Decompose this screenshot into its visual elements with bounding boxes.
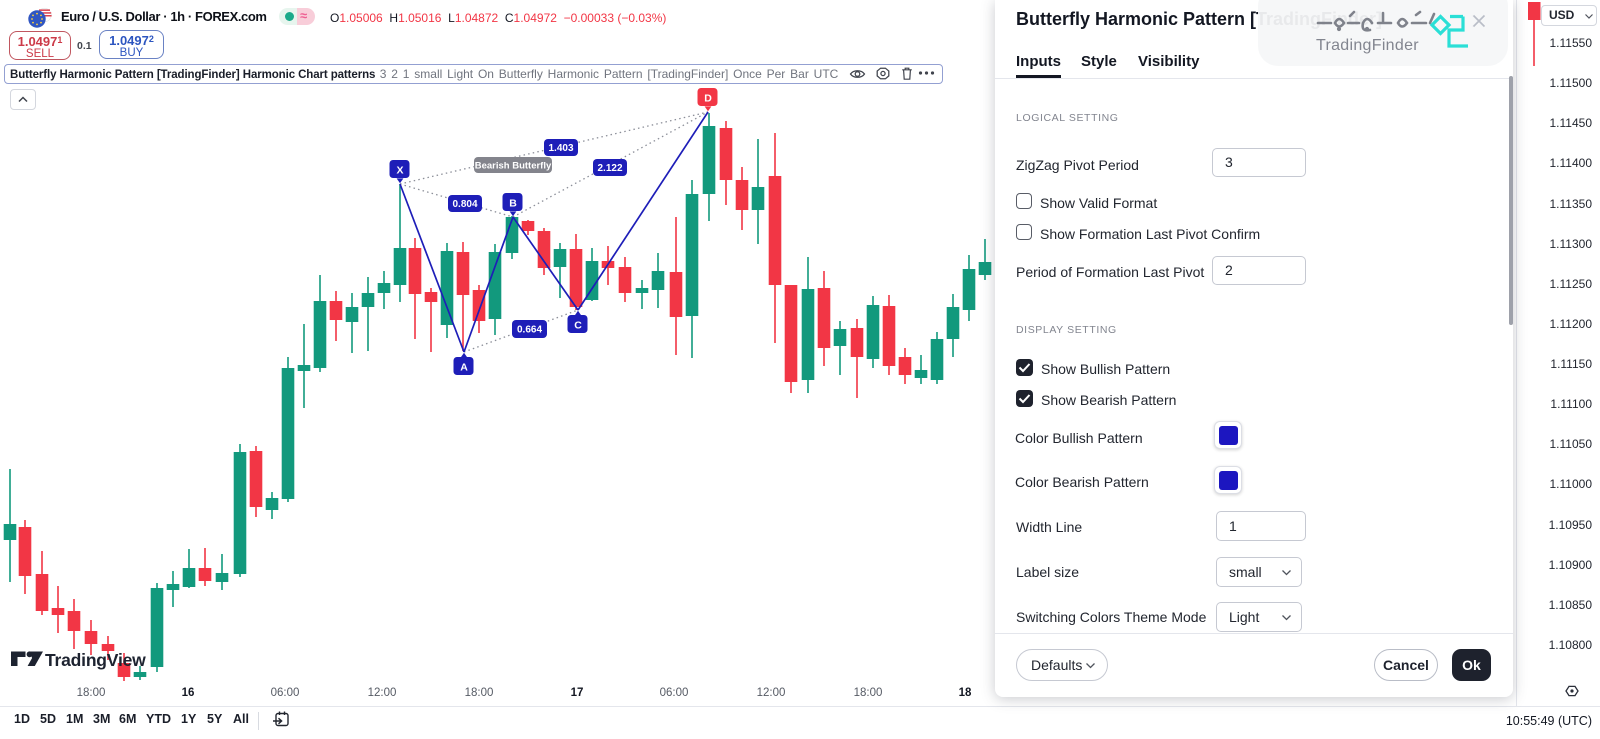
svg-text:0.664: 0.664	[517, 325, 542, 336]
svg-text:18:00: 18:00	[854, 687, 883, 699]
svg-text:12:00: 12:00	[757, 687, 786, 699]
svg-text:16: 16	[182, 687, 195, 699]
svg-text:C: C	[574, 320, 582, 332]
svg-text:18: 18	[959, 687, 972, 699]
svg-text:06:00: 06:00	[660, 687, 689, 699]
svg-text:2.122: 2.122	[597, 163, 622, 174]
svg-text:D: D	[704, 93, 712, 105]
svg-text:A: A	[460, 362, 468, 374]
svg-text:17: 17	[571, 687, 584, 699]
svg-text:X: X	[396, 165, 403, 177]
svg-text:TradingView: TradingView	[45, 650, 146, 670]
svg-text:18:00: 18:00	[77, 687, 106, 699]
svg-text:06:00: 06:00	[271, 687, 300, 699]
svg-text:TradingFinder: TradingFinder	[1316, 37, 1419, 54]
svg-text:0.804: 0.804	[452, 199, 477, 210]
svg-text:1.403: 1.403	[548, 143, 573, 154]
svg-text:18:00: 18:00	[465, 687, 494, 699]
svg-text:B: B	[509, 198, 517, 210]
svg-text:Bearish Butterfly: Bearish Butterfly	[475, 161, 552, 172]
svg-text:12:00: 12:00	[368, 687, 397, 699]
